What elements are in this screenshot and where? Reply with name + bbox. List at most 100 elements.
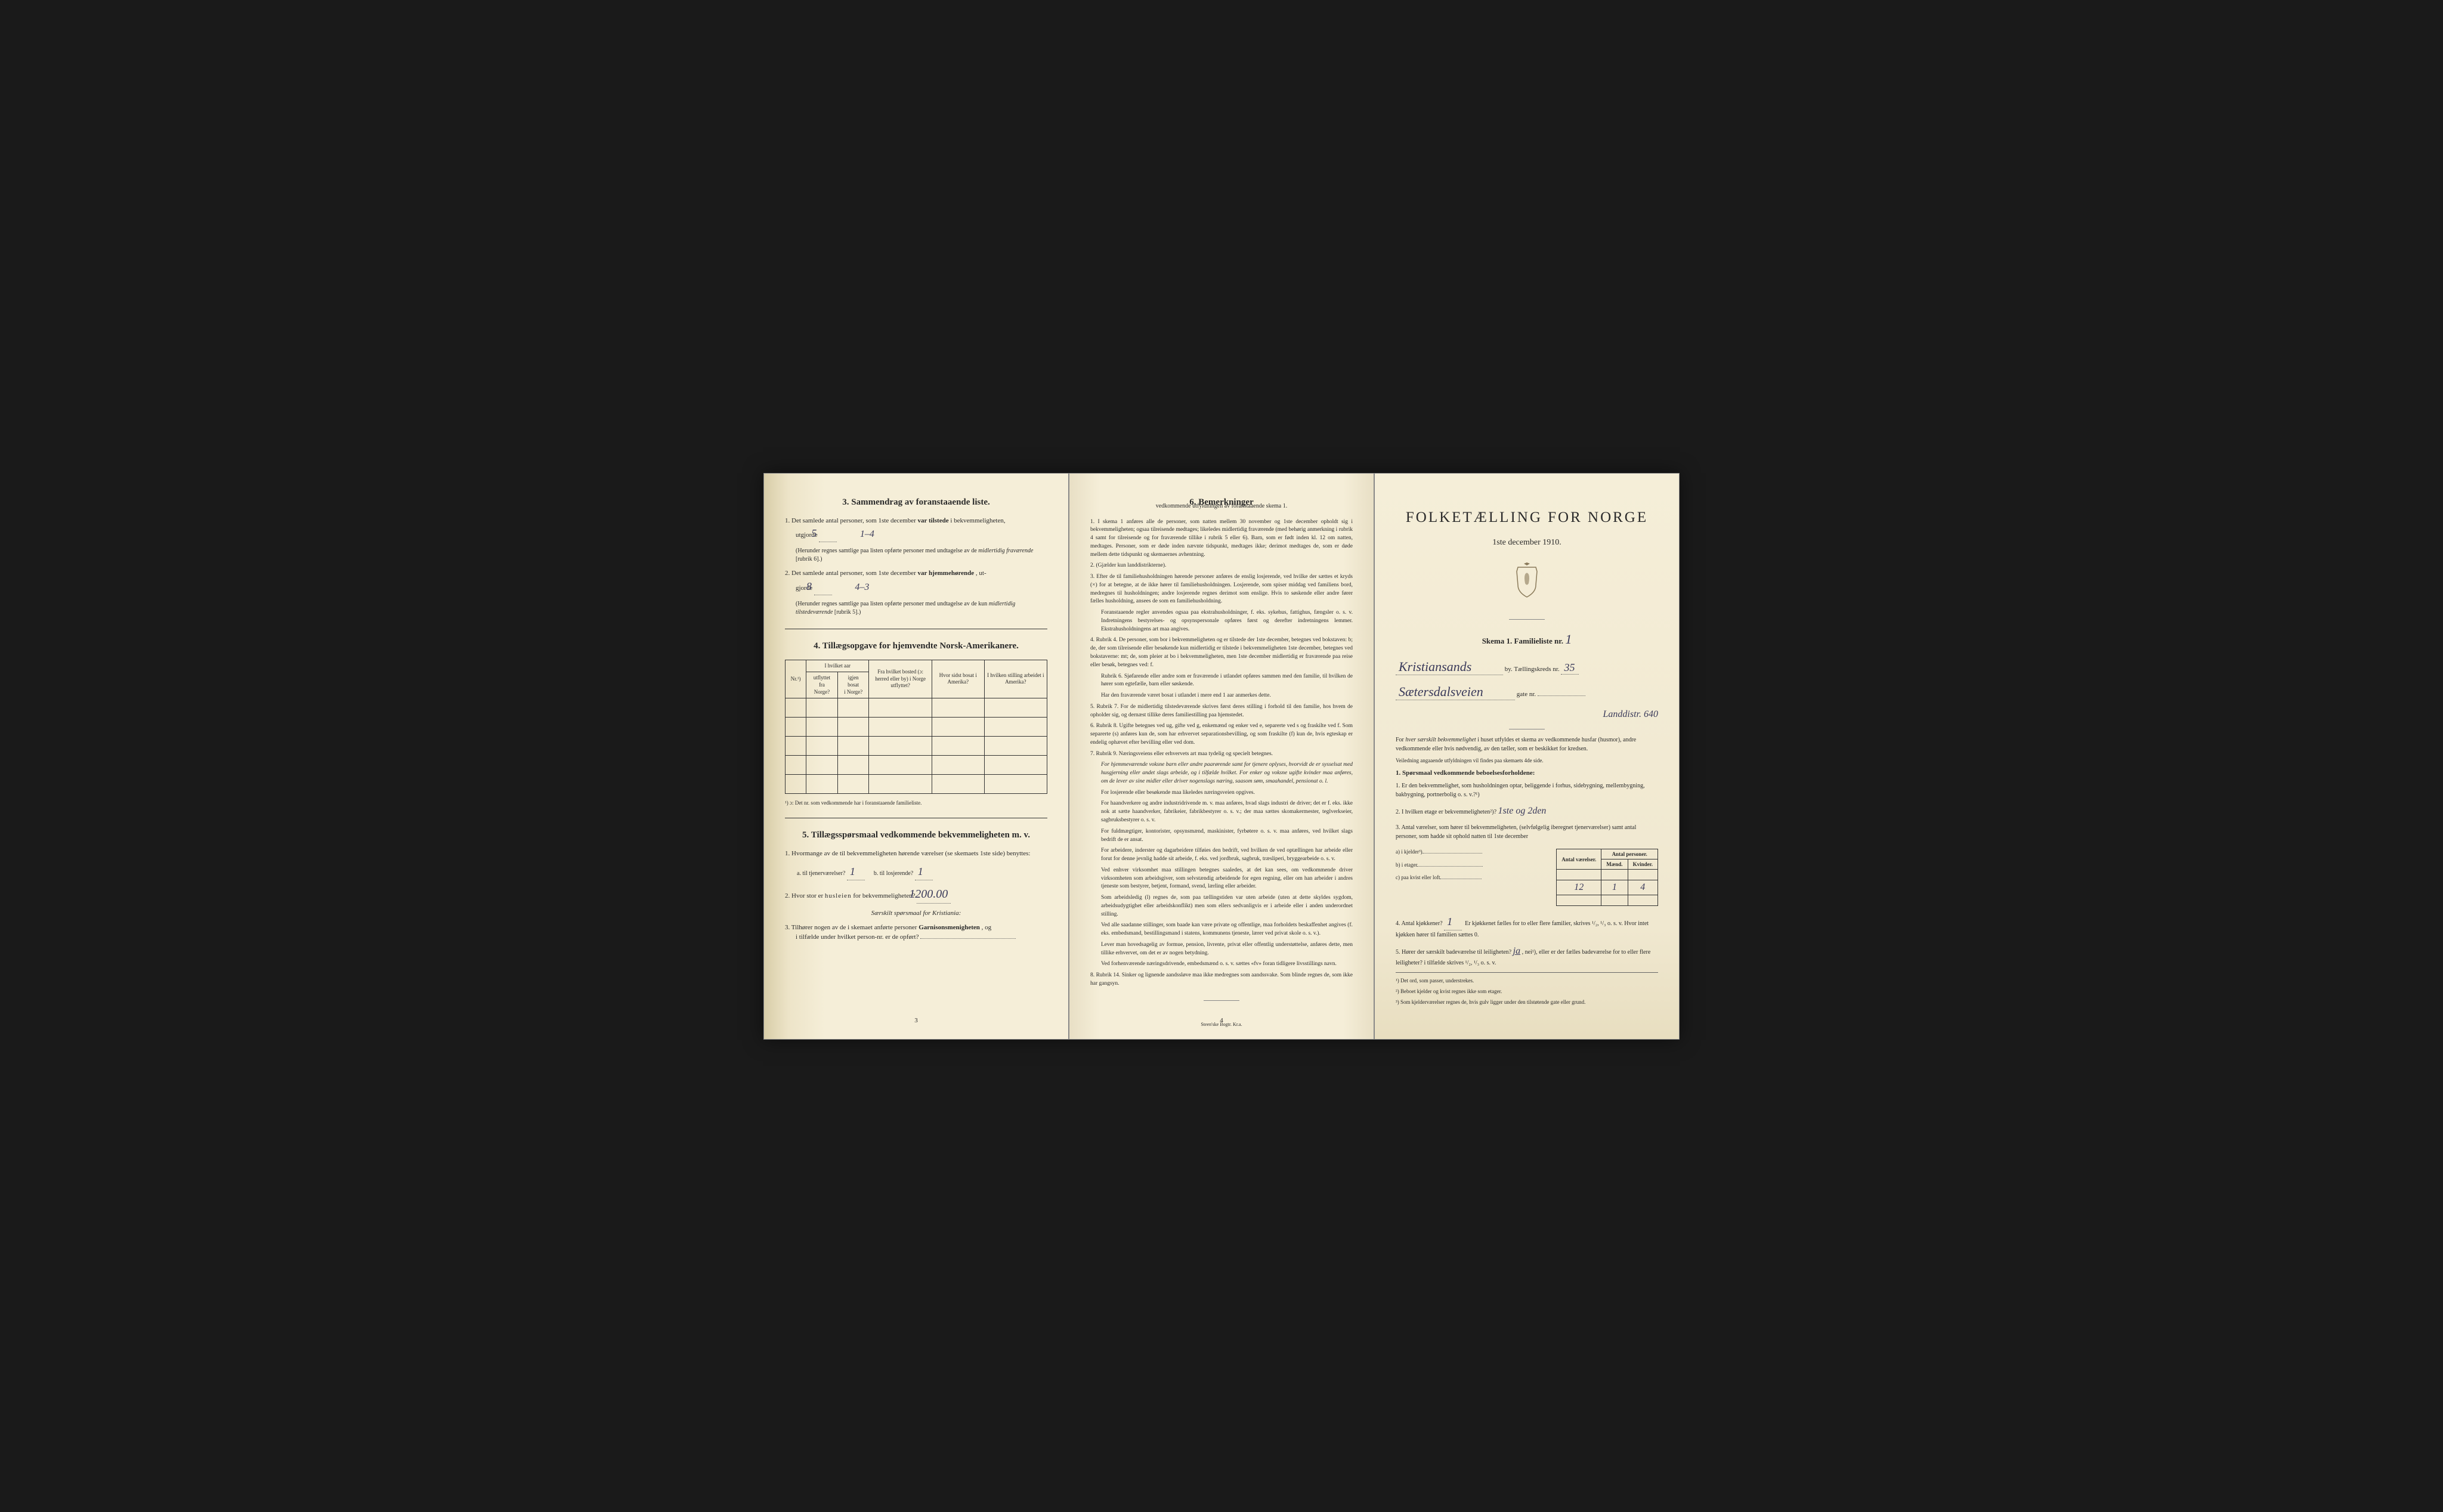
text: , ut- xyxy=(976,570,987,577)
text: fra xyxy=(819,682,825,688)
hw-value: 4 xyxy=(1640,882,1645,892)
section3-item1: 1. Det samlede antal personer, som 1ste … xyxy=(785,516,1047,543)
text: c) paa kvist eller loft xyxy=(1396,874,1440,880)
hw-value: Landdistr. 640 xyxy=(1603,709,1658,719)
hw-value: 1 xyxy=(1444,914,1462,930)
text: (Herunder regnes samtlige paa listen opf… xyxy=(796,548,977,554)
text: 3. Tilhører nogen av de i skemaet anført… xyxy=(785,924,917,931)
text: husleien xyxy=(825,892,852,899)
hw-value: 1 xyxy=(847,864,865,880)
remark: For arbeidere, inderster og dagarbeidere… xyxy=(1101,847,1353,864)
text: a. til tjenerværelser? xyxy=(797,870,845,877)
dots xyxy=(1422,853,1482,854)
remark: Rubrik 6. Sjøfarende eller andre som er … xyxy=(1101,673,1353,689)
question: 3. Antal værelser, som hører til bekvemm… xyxy=(1396,823,1658,841)
text: i Norge? xyxy=(844,689,862,695)
footnote: ¹) Det ord, som passer, understrekes. xyxy=(1396,978,1658,984)
section3-item2: 2. Det samlede antal personer, som 1ste … xyxy=(785,568,1047,595)
table-row: 12 1 4 xyxy=(1557,880,1658,895)
table-row xyxy=(1557,870,1658,880)
hw-value: 5 xyxy=(819,525,837,542)
remark: Ved forhenværende næringsdrivende, embed… xyxy=(1101,960,1353,969)
divider-short xyxy=(1509,619,1545,620)
page-center: 6. Bemerkninger vedkommende utfyldningen… xyxy=(1069,473,1374,1040)
question: 3. Tilhører nogen av de i skemaet anført… xyxy=(785,923,1047,942)
sub-question: a. til tjenerværelser? 1 b. til losjeren… xyxy=(797,864,1047,880)
remark: For haandverkere og andre industridriven… xyxy=(1101,800,1353,824)
form-line-gate: Sætersdalsveien gate nr. xyxy=(1396,684,1658,700)
hw-value: Sætersdalsveien xyxy=(1396,684,1515,700)
subtitle: vedkommende utfyldningen av foranstaaend… xyxy=(1090,503,1353,509)
main-title: FOLKETÆLLING FOR NORGE xyxy=(1396,509,1658,526)
text: i bekvemmeligheten, xyxy=(950,517,1005,524)
special-heading: Særskilt spørsmaal for Kristiania: xyxy=(785,910,1047,917)
table-row xyxy=(786,718,1047,737)
page-number: 3 xyxy=(914,1017,918,1024)
remark: Lever man hovedsagelig av formue, pensio… xyxy=(1101,941,1353,958)
blank-line xyxy=(920,938,1016,939)
text: midlertidig fraværende xyxy=(978,548,1033,554)
hw-value: 1–4 xyxy=(860,529,874,539)
text: 2. Hvor stor er xyxy=(785,892,823,899)
text: 5. Hører der særskilt badeværelse til le… xyxy=(1396,949,1511,956)
text: (Herunder regnes samtlige paa listen opf… xyxy=(796,601,987,607)
hw-value: 1 xyxy=(1565,632,1572,647)
text: hver særskilt bekvemmelighet xyxy=(1405,737,1476,743)
remark: Ved alle saadanne stillinger, som baade … xyxy=(1101,922,1353,938)
text: for bekvemmeligheten? xyxy=(853,892,915,899)
table-row xyxy=(786,775,1047,794)
text: var hjemmehørende xyxy=(918,570,975,577)
page-right: FOLKETÆLLING FOR NORGE 1ste december 191… xyxy=(1374,473,1680,1040)
page-left: 3. Sammendrag av foranstaaende liste. 1.… xyxy=(763,473,1069,1040)
table-row xyxy=(786,698,1047,718)
footnote: ³) Som kjelderværelser regnes de, hvis g… xyxy=(1396,999,1658,1005)
text: [rubrik 5].) xyxy=(834,609,861,616)
table-header: utflyttet fra Norge? xyxy=(806,672,838,698)
remark: For fuldmægtiger, kontorister, opsynsmæn… xyxy=(1101,828,1353,845)
table-header: Mænd. xyxy=(1601,859,1628,870)
section3-item1-note: (Herunder regnes samtlige paa listen opf… xyxy=(796,547,1047,564)
section4-table: Nr.¹) I hvilket aar Fra hvilket bosted (… xyxy=(785,660,1047,794)
text: bosat xyxy=(848,682,859,688)
text: gate nr. xyxy=(1517,691,1536,698)
remark: 5. Rubrik 7. For de midlertidig tilstede… xyxy=(1090,703,1353,720)
crest-icon xyxy=(1396,562,1658,604)
text: , og xyxy=(982,924,992,931)
text: utflyttet xyxy=(814,675,831,681)
question: 1. Hvormange av de til bekvemmeligheten … xyxy=(785,849,1047,859)
hw-value: ja xyxy=(1513,946,1520,956)
table-header: Hvor sidst bosat i Amerika? xyxy=(932,660,984,698)
hw-value: 12 xyxy=(1574,882,1584,892)
dots xyxy=(1417,866,1483,867)
remark: 6. Rubrik 8. Ugifte betegnes ved ug, gif… xyxy=(1090,722,1353,747)
table-row-label: c) paa kvist eller loft xyxy=(1396,871,1550,885)
question: 4. Antal kjøkkener? 1 Er kjøkkenet fælle… xyxy=(1396,914,1658,939)
text: by. Tællingskreds nr. xyxy=(1505,666,1560,673)
remark: Ved enhver virksomhet maa stillingen bet… xyxy=(1101,867,1353,891)
table-header: igjen bosat i Norge? xyxy=(837,672,869,698)
table-row xyxy=(786,737,1047,756)
dwelling-table: Antal værelser. Antal personer. Mænd. Kv… xyxy=(1556,849,1658,906)
intro-text: For hver særskilt bekvemmelighet i huset… xyxy=(1396,735,1658,753)
hw-value: 35 xyxy=(1561,661,1579,675)
section3-title: 3. Sammendrag av foranstaaende liste. xyxy=(785,497,1047,508)
skema-line: Skema 1. Familieliste nr. 1 xyxy=(1396,632,1658,647)
remark: Foranstaaende regler anvendes ogsaa paa … xyxy=(1101,609,1353,633)
text: 4. Antal kjøkkener? xyxy=(1396,920,1443,927)
text: Skema 1. Familieliste nr. xyxy=(1482,636,1563,645)
table-header: Antal værelser. xyxy=(1557,849,1601,870)
table-header: I hvilken stilling arbeidet i Amerika? xyxy=(984,660,1047,698)
remark: 7. Rubrik 9. Næringsveiens eller erhverv… xyxy=(1090,750,1353,759)
footnote: ²) Beboet kjelder og kvist regnes ikke s… xyxy=(1396,988,1658,994)
form-line-by: Kristiansands by. Tællingskreds nr. 35 xyxy=(1396,659,1658,675)
text: Norge? xyxy=(814,689,830,695)
intro-note: Veiledning angaaende utfyldningen vil fi… xyxy=(1396,757,1658,765)
document-container: 3. Sammendrag av foranstaaende liste. 1.… xyxy=(763,473,1680,1040)
text: igjen xyxy=(848,675,859,681)
remark: 3. Efter de til familiehusholdningen hør… xyxy=(1090,573,1353,606)
text: [rubrik 6].) xyxy=(796,556,822,562)
hw-value: Kristiansands xyxy=(1396,659,1503,675)
text: a) i kjelder³) xyxy=(1396,849,1422,855)
hw-value: 1 xyxy=(915,864,933,880)
remark: 2. (Gjælder kun landdistrikterne). xyxy=(1090,562,1353,570)
